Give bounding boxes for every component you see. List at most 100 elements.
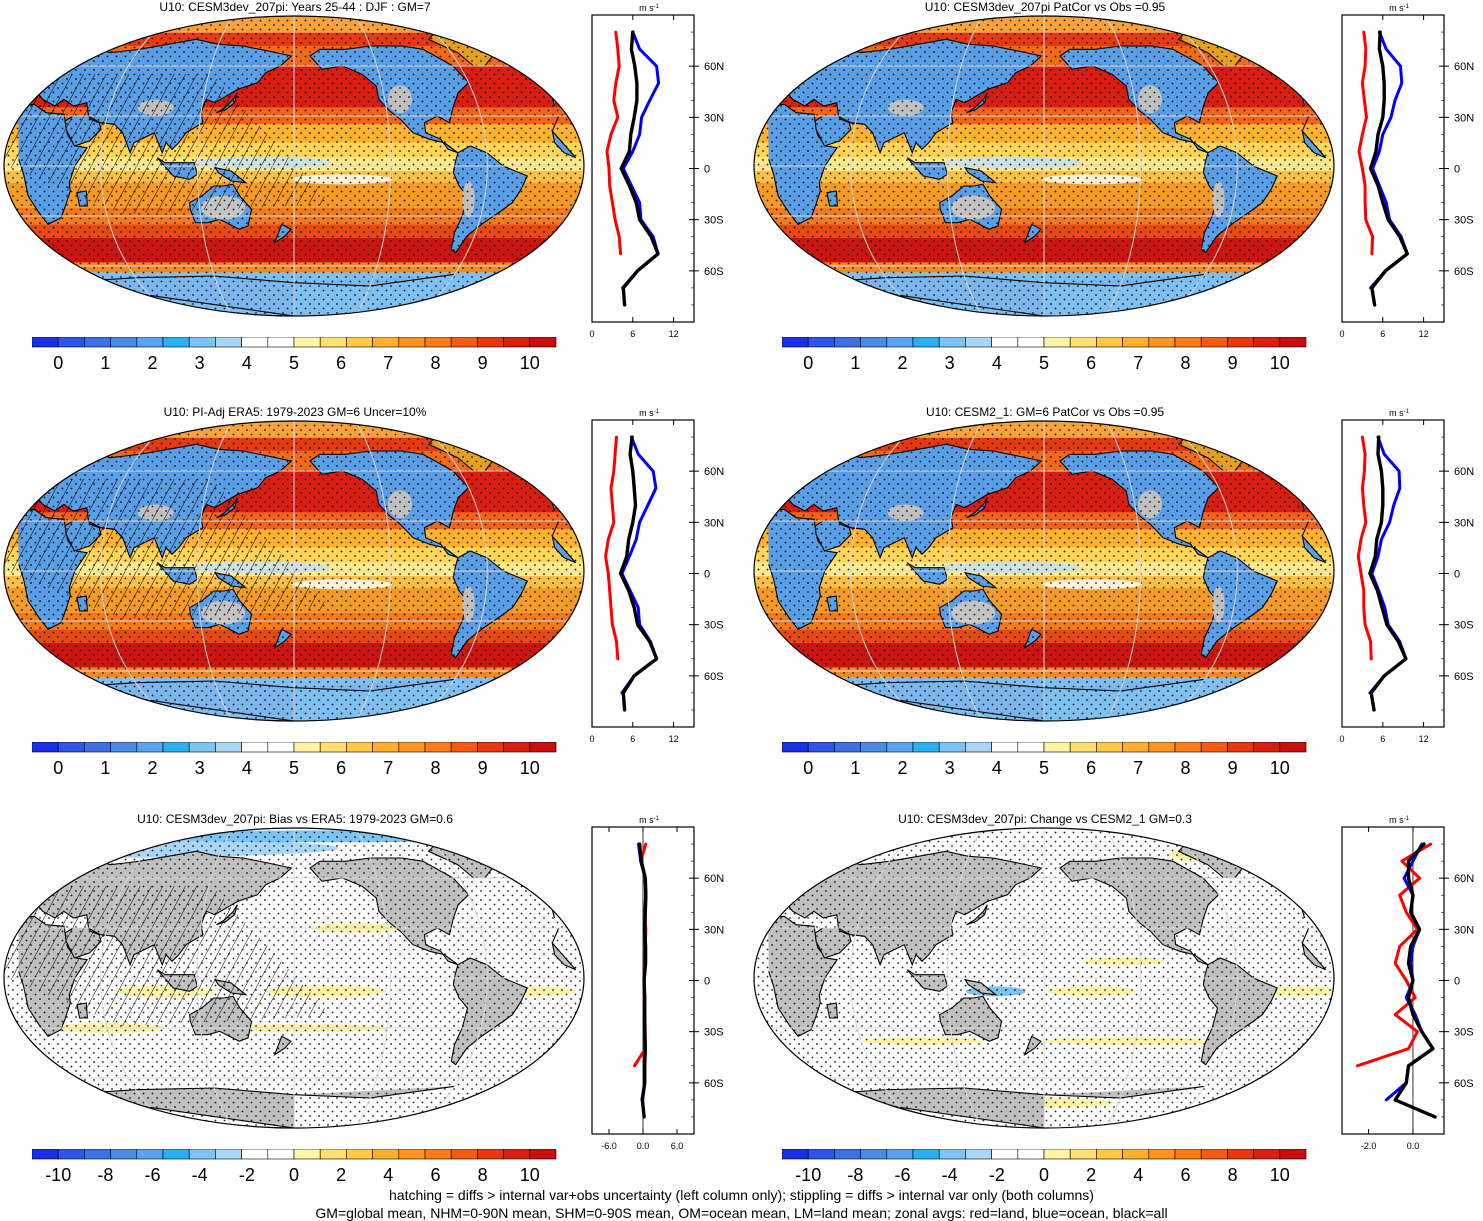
colorbar-swatch — [110, 1149, 138, 1160]
colorbar-swatch — [1017, 337, 1045, 348]
zonal-frame — [1341, 419, 1445, 728]
zonal-unit-label: m s-1 — [1389, 815, 1409, 825]
zonal-x-tick-label: 0 — [589, 329, 594, 339]
colorbar-swatch — [188, 742, 216, 753]
zonal-x-tick-label: 0 — [589, 734, 594, 744]
colorbar-swatch — [1279, 1149, 1307, 1160]
colorbar-label: 6 — [1180, 1165, 1190, 1185]
zonal-x-tick-label: 6 — [1380, 329, 1385, 339]
colorbar-label: 0 — [53, 758, 63, 778]
colorbar-swatch — [1148, 1149, 1176, 1160]
colorbar-swatch — [215, 337, 242, 348]
zonal-x-tick-label: 12 — [1419, 329, 1429, 339]
colorbar-swatch — [215, 742, 242, 753]
colorbar-label: 1 — [850, 758, 860, 778]
colorbar-label: 1 — [100, 758, 110, 778]
colorbar-label: -6 — [895, 1165, 911, 1185]
world-map — [3, 15, 585, 317]
colorbar-label: 5 — [1039, 758, 1049, 778]
colorbar-swatch — [267, 742, 295, 753]
colorbar-label: 2 — [148, 353, 158, 373]
colorbar: -10 -8 -6 -4 -2 0 2 4 6 8 10 — [32, 1149, 557, 1185]
colorbar-label: 1 — [850, 353, 860, 373]
map-panel-3: U10: PI-Adj ERA5: 1979-2023 GM=6 Uncer=1… — [0, 405, 740, 810]
zonal-lat-tick-label: 60N — [704, 873, 724, 885]
colorbar-label: 4 — [1133, 1165, 1143, 1185]
colorbar-swatch — [938, 1149, 966, 1160]
colorbar-label: 8 — [430, 758, 440, 778]
colorbar-label: 8 — [478, 1165, 488, 1185]
colorbar-swatch — [1200, 1149, 1228, 1160]
zonal-lat-tick-label: 30S — [704, 620, 724, 632]
zonal-series-all — [619, 30, 660, 307]
colorbar-swatch — [965, 742, 992, 753]
zonal-series-all — [637, 842, 648, 1119]
colorbar-label: 8 — [1228, 1165, 1238, 1185]
zonal-lat-tick-label: 0 — [1454, 569, 1460, 581]
colorbar-label: 8 — [430, 353, 440, 373]
colorbar-label: 9 — [1228, 758, 1238, 778]
colorbar-swatch — [398, 1149, 426, 1160]
colorbar-label: 6 — [1086, 353, 1096, 373]
colorbar-label: 9 — [478, 758, 488, 778]
zonal-x-tick-label: 12 — [1419, 734, 1429, 744]
colorbar-swatch — [1279, 337, 1307, 348]
colorbar-swatch — [1253, 742, 1281, 753]
colorbar-label: -2 — [989, 1165, 1005, 1185]
world-map — [753, 420, 1335, 722]
colorbar-swatch — [477, 742, 504, 753]
colorbar-swatch — [912, 742, 940, 753]
colorbar-swatch — [241, 337, 269, 348]
colorbar-swatch — [57, 742, 85, 753]
colorbar-swatch — [860, 742, 888, 753]
colorbar-swatch — [1227, 337, 1254, 348]
zonal-lat-tick-label: 30N — [1454, 517, 1474, 529]
colorbar-swatch — [1096, 742, 1123, 753]
zonal-lat-tick-label: 30N — [704, 924, 724, 936]
colorbar-label: -6 — [145, 1165, 161, 1185]
zonal-series-all — [618, 435, 659, 712]
zonal-lat-tick-label: 60S — [704, 671, 724, 683]
zonal-lat-tick-label: 60S — [1454, 671, 1474, 683]
colorbar-swatch — [346, 337, 373, 348]
colorbar-swatch — [807, 337, 835, 348]
colorbar-swatch — [503, 742, 531, 753]
colorbar-swatch — [1096, 337, 1123, 348]
zonal-mean-plot: m s-1 0 6 12 60N 30N 0 30S 60S — [589, 408, 724, 744]
colorbar-swatch — [84, 742, 111, 753]
colorbar-label: 0 — [803, 353, 813, 373]
colorbar-swatch — [136, 742, 164, 753]
colorbar-swatch — [424, 337, 452, 348]
colorbar-swatch — [912, 1149, 940, 1160]
colorbar-label: 10 — [520, 758, 540, 778]
colorbar-label: 10 — [520, 1165, 540, 1185]
colorbar-swatch — [860, 1149, 888, 1160]
panel-title: U10: CESM3dev_207pi PatCor vs Obs =0.95 — [924, 0, 1166, 14]
colorbar-label: -10 — [795, 1165, 821, 1185]
colorbar-label: 7 — [383, 353, 393, 373]
colorbar-label: 10 — [1270, 758, 1290, 778]
map-panel-6: U10: CESM3dev_207pi: Change vs CESM2_1 G… — [750, 812, 1483, 1217]
zonal-frame — [1341, 826, 1445, 1135]
colorbar-swatch — [991, 1149, 1019, 1160]
colorbar: -10 -8 -6 -4 -2 0 2 4 6 8 10 — [782, 1149, 1307, 1185]
colorbar-label: 3 — [195, 353, 205, 373]
colorbar-swatch — [372, 1149, 400, 1160]
colorbar-label: 2 — [148, 758, 158, 778]
world-map — [753, 15, 1335, 317]
zonal-x-tick-label: 0.0 — [1407, 1141, 1420, 1151]
colorbar-label: 7 — [1133, 758, 1143, 778]
colorbar-label: -8 — [97, 1165, 113, 1185]
colorbar-swatch — [782, 337, 809, 348]
colorbar-swatch — [782, 1149, 809, 1160]
colorbar-swatch — [450, 1149, 478, 1160]
colorbar-swatch — [1174, 337, 1202, 348]
colorbar-swatch — [886, 742, 914, 753]
zonal-lat-tick-label: 60S — [704, 266, 724, 278]
colorbar-label: 5 — [1039, 353, 1049, 373]
colorbar-swatch — [1043, 337, 1071, 348]
colorbar-swatch — [32, 1149, 59, 1160]
zonal-lat-tick-label: 0 — [1454, 976, 1460, 988]
world-map — [3, 420, 585, 722]
colorbar-label: 2 — [336, 1165, 346, 1185]
